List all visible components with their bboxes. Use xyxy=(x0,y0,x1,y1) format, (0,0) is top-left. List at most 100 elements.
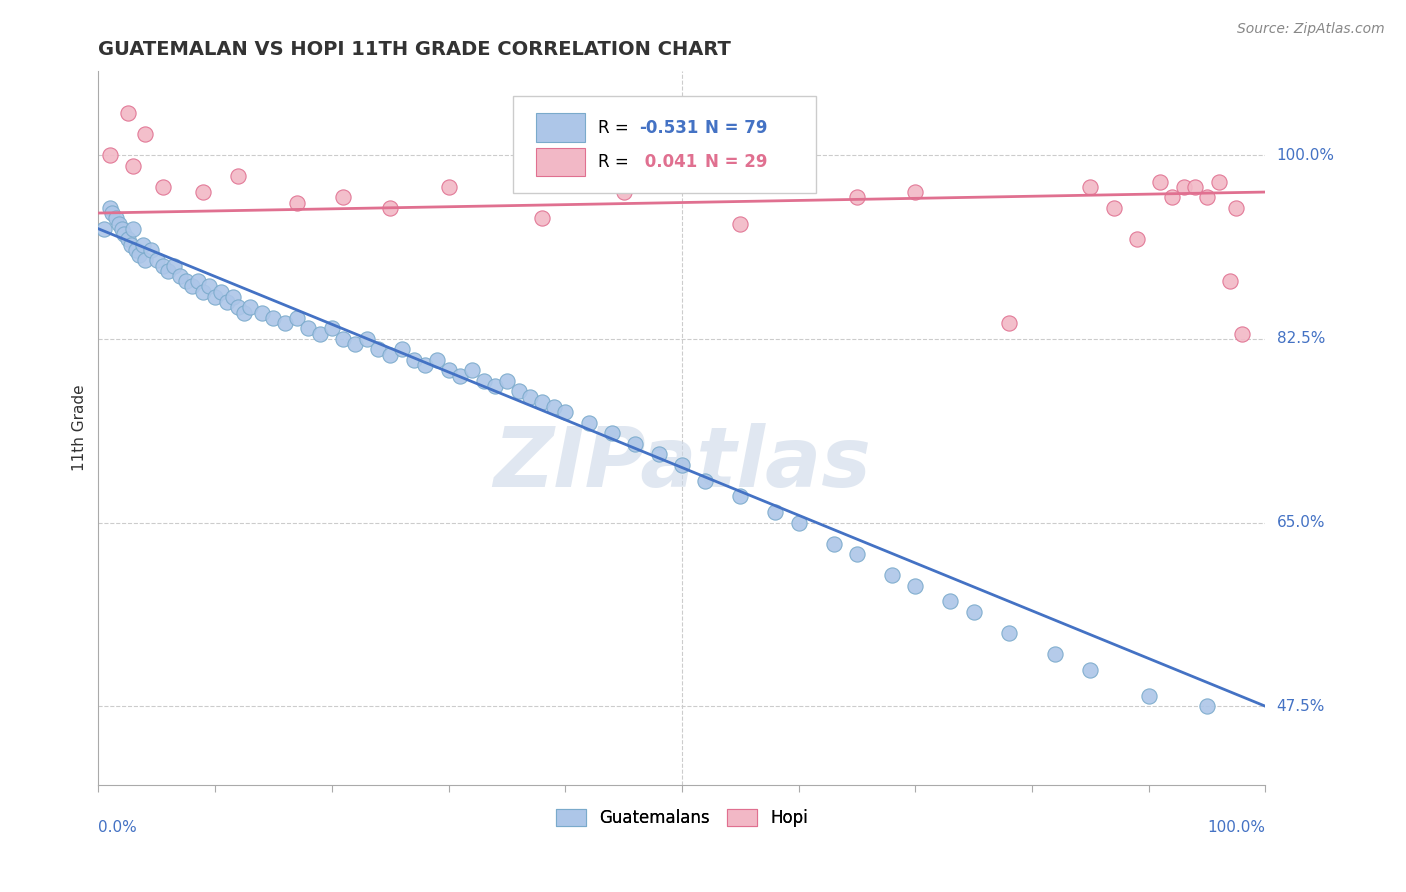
Point xyxy=(1161,190,1184,204)
FancyBboxPatch shape xyxy=(536,113,585,142)
Point xyxy=(1045,647,1067,661)
Point xyxy=(612,185,634,199)
Point xyxy=(122,221,145,235)
Point xyxy=(484,379,506,393)
Point xyxy=(1173,179,1195,194)
Point xyxy=(209,285,232,299)
Point xyxy=(262,310,284,325)
Point xyxy=(939,594,962,608)
Text: R =: R = xyxy=(598,153,634,171)
Point xyxy=(578,416,600,430)
Point xyxy=(1208,175,1230,189)
Point xyxy=(543,400,565,414)
Point xyxy=(221,290,243,304)
Point xyxy=(108,217,131,231)
Point xyxy=(274,316,297,330)
Point xyxy=(1102,201,1125,215)
Point xyxy=(187,274,209,288)
FancyBboxPatch shape xyxy=(536,148,585,177)
Point xyxy=(846,547,869,561)
Point xyxy=(101,206,124,220)
Point xyxy=(169,268,191,283)
Point xyxy=(134,253,156,268)
Point xyxy=(174,274,197,288)
Point xyxy=(787,516,810,530)
Point xyxy=(962,605,984,619)
Point xyxy=(198,279,221,293)
Point xyxy=(1197,190,1219,204)
Point xyxy=(763,505,786,519)
Point xyxy=(163,259,186,273)
Point xyxy=(285,195,308,210)
Text: N = 79: N = 79 xyxy=(706,119,768,136)
Point xyxy=(193,185,215,199)
Point xyxy=(356,332,378,346)
Point xyxy=(472,374,495,388)
Text: 0.041: 0.041 xyxy=(638,153,697,171)
Point xyxy=(297,321,319,335)
Text: -0.531: -0.531 xyxy=(638,119,699,136)
Point xyxy=(122,159,145,173)
Point xyxy=(125,243,148,257)
Text: 100.0%: 100.0% xyxy=(1208,820,1265,835)
Point xyxy=(997,625,1019,640)
Point xyxy=(98,201,121,215)
Point xyxy=(380,348,402,362)
Point xyxy=(449,368,471,383)
Point xyxy=(846,190,869,204)
Point xyxy=(426,353,449,368)
Point xyxy=(1137,689,1160,703)
Point xyxy=(437,179,460,194)
Point xyxy=(1197,699,1219,714)
Point xyxy=(215,295,238,310)
Point xyxy=(402,353,425,368)
Point xyxy=(904,185,927,199)
Text: N = 29: N = 29 xyxy=(706,153,768,171)
Point xyxy=(530,395,553,409)
Point xyxy=(1225,201,1247,215)
Point xyxy=(554,405,576,419)
Point xyxy=(285,310,308,325)
Point xyxy=(823,536,845,550)
Point xyxy=(152,179,174,194)
Point xyxy=(730,217,752,231)
Point xyxy=(1149,175,1171,189)
Point xyxy=(1080,179,1102,194)
Legend: Guatemalans, Hopi: Guatemalans, Hopi xyxy=(550,802,814,834)
Point xyxy=(134,128,156,142)
Text: 47.5%: 47.5% xyxy=(1277,698,1324,714)
Point xyxy=(193,285,215,299)
Point xyxy=(98,148,121,162)
Point xyxy=(228,169,250,184)
Point xyxy=(1230,326,1253,341)
Point xyxy=(204,290,226,304)
Point xyxy=(508,384,530,399)
Point xyxy=(1219,274,1241,288)
Point xyxy=(332,190,354,204)
Text: R =: R = xyxy=(598,119,634,136)
Point xyxy=(139,243,162,257)
Point xyxy=(228,301,250,315)
Point xyxy=(671,458,693,472)
Point xyxy=(380,201,402,215)
Text: Source: ZipAtlas.com: Source: ZipAtlas.com xyxy=(1237,22,1385,37)
Point xyxy=(321,321,343,335)
Text: 65.0%: 65.0% xyxy=(1277,515,1324,530)
Point xyxy=(880,568,903,582)
Text: 82.5%: 82.5% xyxy=(1277,332,1324,346)
Point xyxy=(120,237,142,252)
Point xyxy=(519,390,541,404)
Point xyxy=(152,259,174,273)
Point xyxy=(250,306,273,320)
Point xyxy=(391,343,413,357)
Point xyxy=(111,221,134,235)
Point xyxy=(157,264,180,278)
Point xyxy=(93,221,115,235)
Point xyxy=(695,474,717,488)
Point xyxy=(496,374,519,388)
Point xyxy=(146,253,169,268)
Point xyxy=(413,358,436,372)
Point xyxy=(104,211,127,226)
Point xyxy=(117,232,139,246)
Point xyxy=(461,363,484,377)
